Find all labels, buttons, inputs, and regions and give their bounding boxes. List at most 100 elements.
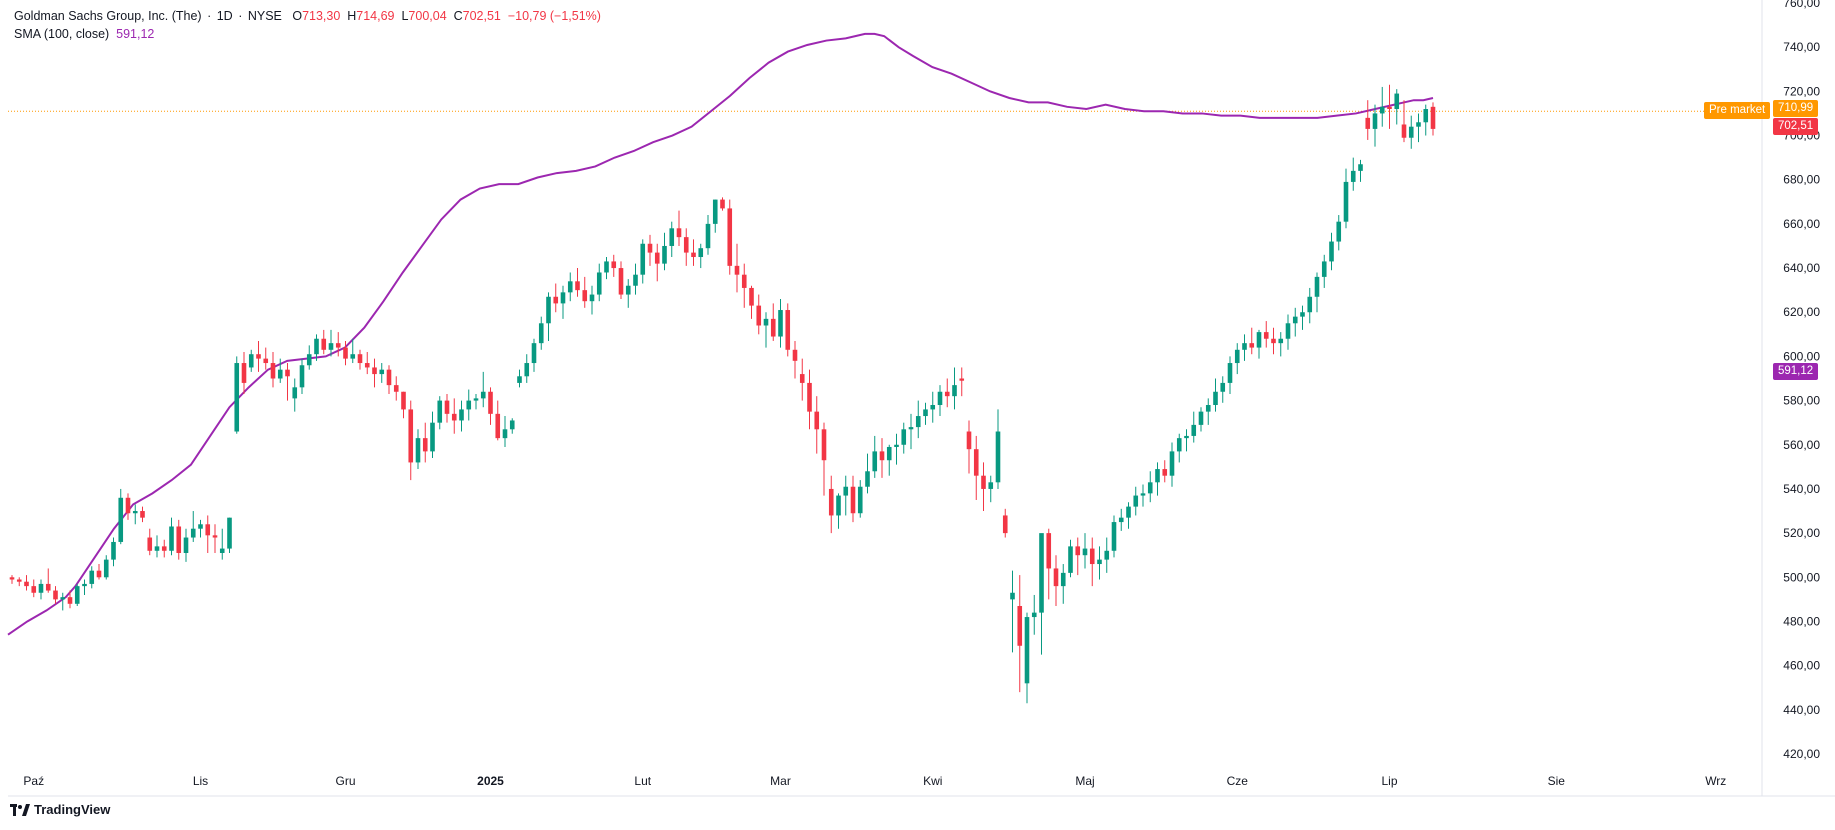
- candle: [691, 239, 696, 266]
- candle-body: [654, 252, 660, 264]
- candle-body: [82, 583, 87, 587]
- candle: [589, 285, 595, 315]
- low-label: L: [401, 9, 409, 23]
- candle-body: [1227, 363, 1233, 383]
- price-tick-label: 640,00: [1783, 261, 1820, 275]
- candle: [814, 396, 820, 454]
- candle-body: [9, 577, 15, 580]
- candle: [408, 400, 414, 481]
- candle: [1046, 528, 1052, 600]
- candle: [981, 462, 986, 512]
- time-tick-label: Wrz: [1705, 774, 1726, 788]
- close-value: 702,51: [462, 9, 501, 23]
- candle-body: [923, 409, 928, 417]
- price-tick-label: 540,00: [1783, 482, 1820, 496]
- sma-row[interactable]: SMA (100, close) 591,12: [14, 25, 601, 43]
- candle-body: [517, 376, 522, 383]
- candle-body: [785, 310, 791, 350]
- candle-body: [379, 369, 385, 375]
- candle: [618, 261, 624, 299]
- candle-body: [1271, 338, 1276, 344]
- candle: [625, 279, 631, 308]
- premarket-price-tag: 710,99: [1773, 100, 1819, 117]
- price-axis[interactable]: 760,00740,00720,00700,00680,00660,00640,…: [1783, 0, 1820, 761]
- candle: [343, 340, 348, 366]
- candle: [444, 393, 450, 423]
- candle: [676, 210, 682, 246]
- candle: [1365, 100, 1371, 140]
- candle-body: [792, 349, 798, 361]
- candle: [1336, 215, 1342, 251]
- candle-body: [1343, 181, 1349, 222]
- candle: [843, 475, 849, 516]
- brand-name: TradingView: [34, 802, 111, 817]
- candle: [937, 385, 943, 417]
- candle-body: [879, 451, 885, 461]
- time-axis[interactable]: Paź Lis Gru 2025 Lut Mar Kwi Maj Cze Lip Sie Wrz: [23, 774, 1726, 788]
- candle: [1314, 272, 1320, 313]
- interval-label[interactable]: 1D: [216, 9, 233, 23]
- candle: [763, 312, 769, 348]
- candle: [1220, 376, 1226, 403]
- candle-body: [596, 272, 602, 295]
- candle-body: [944, 391, 950, 397]
- candle: [828, 475, 834, 534]
- candle: [604, 257, 609, 280]
- candle-body: [1358, 164, 1363, 171]
- candle: [328, 329, 334, 357]
- candle-body: [190, 528, 196, 538]
- candle: [53, 586, 58, 604]
- candle: [1147, 471, 1153, 503]
- candle: [1321, 254, 1327, 288]
- tradingview-logo[interactable]: TradingView: [10, 802, 110, 817]
- candle-body: [256, 354, 261, 359]
- candle-body: [451, 413, 457, 421]
- candle-body: [959, 378, 965, 381]
- candle: [1358, 159, 1363, 182]
- candles: [9, 84, 1436, 704]
- candle: [169, 517, 174, 556]
- candle-body: [1060, 572, 1066, 587]
- candle-body: [1176, 438, 1182, 452]
- candle: [1343, 168, 1349, 229]
- candle: [205, 515, 211, 553]
- candle: [263, 347, 269, 370]
- candle-body: [140, 511, 145, 518]
- candle-body: [1213, 391, 1218, 406]
- close-label: C: [453, 9, 463, 23]
- candle: [306, 345, 312, 370]
- candle: [430, 411, 435, 459]
- candle-body: [176, 526, 182, 553]
- candle: [698, 243, 704, 269]
- candle-body: [749, 287, 754, 306]
- candle: [364, 351, 370, 375]
- candle: [118, 488, 124, 545]
- candle-body: [321, 338, 327, 350]
- candle-body: [560, 292, 566, 304]
- candle-body: [198, 524, 203, 529]
- candle-body: [799, 374, 805, 383]
- candle: [1184, 429, 1189, 452]
- candle-body: [886, 446, 892, 461]
- candle: [1155, 462, 1160, 496]
- candle-body: [444, 400, 450, 414]
- candle-body: [292, 387, 298, 399]
- symbol-name[interactable]: Goldman Sachs Group, Inc. (The): [14, 9, 202, 23]
- candle-body: [712, 199, 718, 224]
- candle: [1387, 84, 1392, 129]
- candle-body: [1147, 482, 1153, 494]
- candle-body: [306, 354, 312, 366]
- candle-body: [952, 385, 957, 397]
- candle-body: [857, 486, 863, 514]
- candle-body: [727, 208, 733, 266]
- candle: [741, 263, 747, 308]
- candle-body: [1118, 517, 1124, 523]
- candle: [821, 422, 827, 496]
- candle: [488, 387, 493, 425]
- candle-body: [147, 537, 153, 551]
- candle: [502, 416, 508, 447]
- candle: [1292, 307, 1298, 337]
- candle-body: [60, 597, 66, 600]
- candle-body: [553, 296, 559, 304]
